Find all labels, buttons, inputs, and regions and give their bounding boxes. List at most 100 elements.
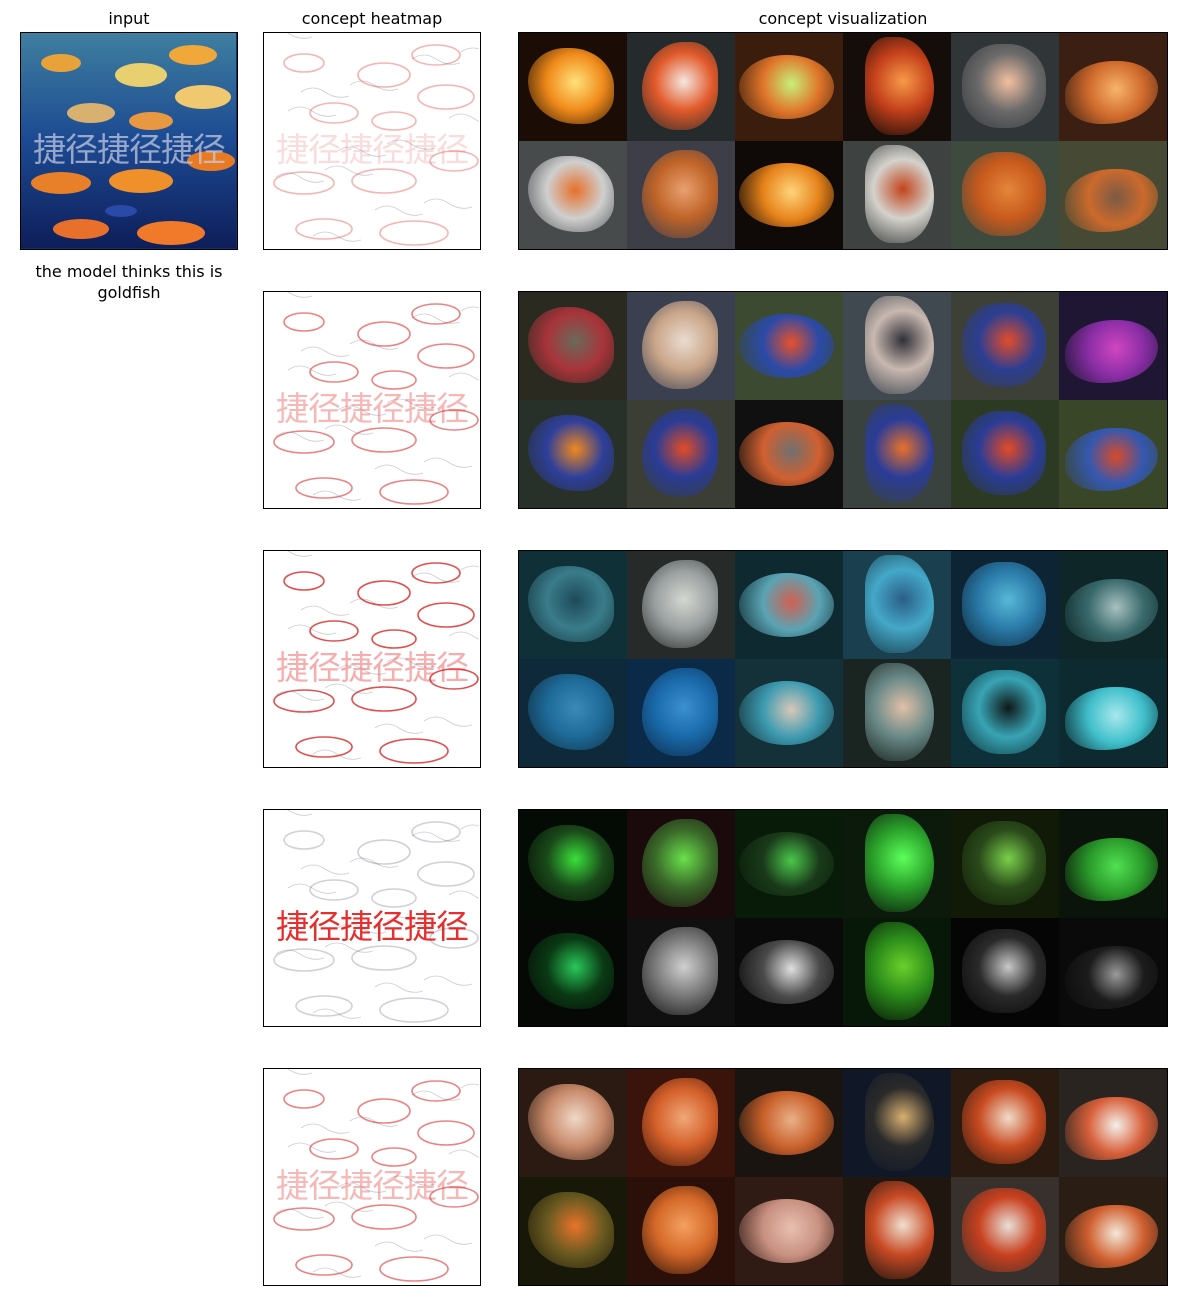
concept-example-tile bbox=[951, 400, 1059, 508]
concept-example-tile bbox=[519, 1177, 627, 1285]
concept-example-tile bbox=[735, 810, 843, 918]
concept-example-tile bbox=[627, 33, 735, 141]
concept-example-tile bbox=[951, 918, 1059, 1026]
concept-example-tile bbox=[843, 551, 951, 659]
tile-subject-shape bbox=[527, 156, 615, 232]
concept-visualization-grid bbox=[518, 809, 1168, 1027]
concept-example-tile bbox=[1059, 810, 1167, 918]
concept-example-tile bbox=[519, 141, 627, 249]
concept-example-tile bbox=[735, 292, 843, 400]
tile-subject-shape bbox=[1065, 320, 1159, 383]
heatmap-edges bbox=[264, 551, 479, 764]
tile-subject-shape bbox=[961, 928, 1047, 1014]
tile-subject-shape bbox=[1065, 838, 1159, 901]
concept-example-tile bbox=[1059, 1177, 1167, 1285]
tile-subject-shape bbox=[1065, 428, 1159, 491]
tile-subject-shape bbox=[642, 300, 718, 390]
tile-subject-shape bbox=[739, 572, 835, 638]
tile-subject-shape bbox=[864, 145, 934, 243]
concept-example-tile bbox=[951, 1177, 1059, 1285]
concept-example-tile bbox=[627, 918, 735, 1026]
tile-subject-shape bbox=[864, 555, 934, 653]
concept-example-tile bbox=[1059, 918, 1167, 1026]
input-watermark: 捷径捷径捷径 bbox=[33, 130, 226, 169]
heatmap-watermark: 捷径捷径捷径 bbox=[276, 389, 469, 428]
tile-subject-shape bbox=[864, 922, 934, 1020]
tile-subject-shape bbox=[961, 820, 1047, 906]
concept-example-tile bbox=[627, 659, 735, 767]
concept-example-tile bbox=[519, 400, 627, 508]
concept-example-tile bbox=[735, 400, 843, 508]
heatmap-edges bbox=[264, 292, 479, 505]
concept-example-tile bbox=[627, 810, 735, 918]
tile-subject-shape bbox=[739, 421, 835, 487]
concept-example-tile bbox=[1059, 33, 1167, 141]
tile-subject-shape bbox=[642, 149, 718, 239]
tile-subject-shape bbox=[527, 825, 615, 901]
heatmap-watermark: 捷径捷径捷径 bbox=[276, 907, 469, 946]
concept-example-tile bbox=[951, 141, 1059, 249]
tile-subject-shape bbox=[739, 162, 835, 228]
tile-subject-shape bbox=[642, 41, 718, 131]
concept-example-tile bbox=[843, 918, 951, 1026]
concept-example-tile bbox=[519, 659, 627, 767]
concept-example-tile bbox=[843, 659, 951, 767]
concept-example-tile bbox=[1059, 400, 1167, 508]
tile-subject-shape bbox=[961, 669, 1047, 755]
heatmap-edges bbox=[264, 810, 479, 1023]
concept-example-tile bbox=[843, 1069, 951, 1177]
tile-subject-shape bbox=[642, 1077, 718, 1167]
tile-subject-shape bbox=[961, 151, 1047, 237]
input-image: 捷径捷径捷径 bbox=[20, 32, 238, 250]
tile-subject-shape bbox=[1065, 946, 1159, 1009]
visualization-column-header: concept visualization bbox=[758, 9, 928, 28]
concept-example-tile bbox=[627, 1177, 735, 1285]
heatmap-edges bbox=[264, 1069, 479, 1282]
tile-subject-shape bbox=[739, 1198, 835, 1264]
concept-example-tile bbox=[735, 659, 843, 767]
tile-subject-shape bbox=[739, 831, 835, 897]
concept-example-tile bbox=[627, 141, 735, 249]
tile-subject-shape bbox=[864, 404, 934, 502]
tile-subject-shape bbox=[642, 1185, 718, 1275]
concept-example-tile bbox=[735, 918, 843, 1026]
tile-subject-shape bbox=[739, 939, 835, 1005]
concept-example-tile bbox=[843, 141, 951, 249]
concept-example-tile bbox=[951, 33, 1059, 141]
concept-visualization-grid bbox=[518, 32, 1168, 250]
concept-example-tile bbox=[843, 292, 951, 400]
concept-example-tile bbox=[951, 810, 1059, 918]
concept-heatmap: 捷径捷径捷径 bbox=[263, 809, 481, 1027]
tile-subject-shape bbox=[527, 1084, 615, 1160]
concept-example-tile bbox=[951, 551, 1059, 659]
concept-example-tile bbox=[519, 33, 627, 141]
concept-example-tile bbox=[735, 1177, 843, 1285]
tile-subject-shape bbox=[961, 302, 1047, 388]
tile-subject-shape bbox=[739, 1090, 835, 1156]
concept-example-tile bbox=[1059, 659, 1167, 767]
concept-visualization-grid bbox=[518, 550, 1168, 768]
tile-subject-shape bbox=[864, 1073, 934, 1171]
concept-heatmap: 捷径捷径捷径 bbox=[263, 32, 481, 250]
tile-subject-shape bbox=[961, 1079, 1047, 1165]
tile-subject-shape bbox=[527, 566, 615, 642]
concept-visualization-grid bbox=[518, 291, 1168, 509]
concept-heatmap: 捷径捷径捷径 bbox=[263, 1068, 481, 1286]
tile-subject-shape bbox=[527, 415, 615, 491]
tile-subject-shape bbox=[864, 814, 934, 912]
tile-subject-shape bbox=[1065, 1205, 1159, 1268]
tile-subject-shape bbox=[1065, 687, 1159, 750]
heatmap-watermark: 捷径捷径捷径 bbox=[276, 1166, 469, 1205]
tile-subject-shape bbox=[527, 933, 615, 1009]
tile-subject-shape bbox=[961, 43, 1047, 129]
tile-subject-shape bbox=[527, 307, 615, 383]
tile-subject-shape bbox=[739, 54, 835, 120]
tile-subject-shape bbox=[864, 296, 934, 394]
concept-example-tile bbox=[735, 33, 843, 141]
concept-example-tile bbox=[1059, 551, 1167, 659]
concept-example-tile bbox=[735, 141, 843, 249]
concept-example-tile bbox=[519, 292, 627, 400]
tile-subject-shape bbox=[642, 818, 718, 908]
tile-subject-shape bbox=[527, 674, 615, 750]
concept-example-tile bbox=[1059, 1069, 1167, 1177]
